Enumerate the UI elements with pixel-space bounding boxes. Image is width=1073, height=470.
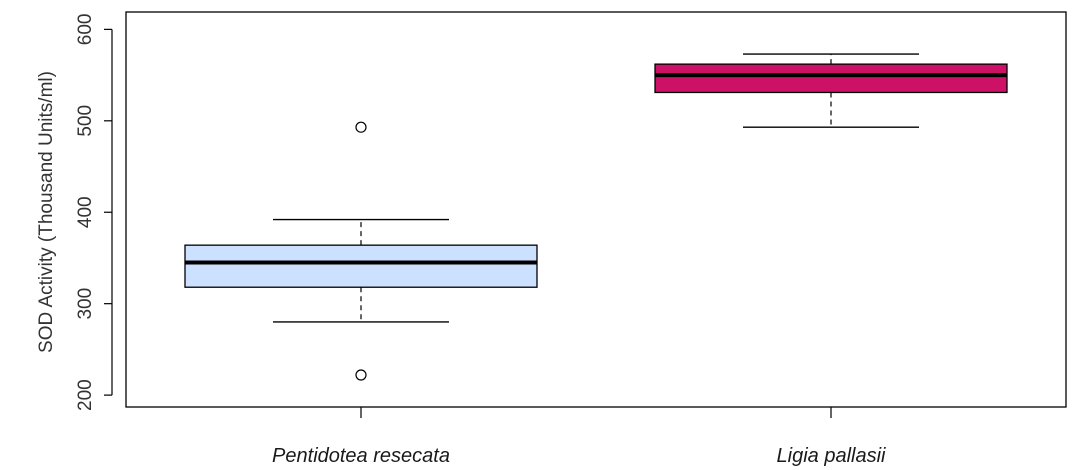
y-tick-label: 600 [75,14,96,46]
y-tick-label: 300 [75,288,96,320]
y-axis: 200 300 400 500 600 [75,14,113,411]
boxes [184,53,1008,381]
outlier-point [355,369,367,381]
x-axis: Pentidotea resecata Ligia pallasii [272,407,886,467]
x-tick-label: Pentidotea resecata [272,445,450,467]
y-tick-label: 200 [75,379,96,411]
y-tick-label: 500 [75,105,96,137]
iqr-box [184,244,538,288]
iqr-box [654,63,1008,94]
box-group [184,121,538,381]
plot-frame [125,11,1067,408]
x-tick-label: Ligia pallasii [777,445,887,467]
outlier-point [355,121,367,133]
y-axis-label: SOD Activity (Thousand Units/ml) [36,71,57,353]
box-group [654,53,1008,128]
y-tick-label: 400 [75,196,96,228]
